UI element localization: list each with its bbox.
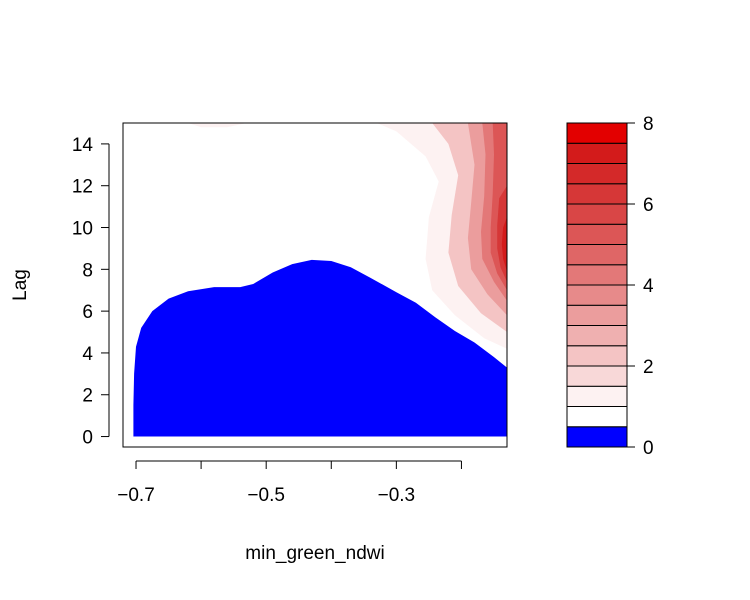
colorbar-swatch [566, 244, 628, 266]
x-axis-label: min_green_ndwi [245, 543, 384, 564]
x-tick-label: −0.7 [117, 485, 155, 506]
colorbar-swatch [566, 203, 628, 225]
colorbar-swatch [566, 426, 628, 448]
contour-fills [133, 123, 507, 437]
y-axis-label: Lag [10, 269, 31, 301]
colorbar-swatch [566, 385, 628, 407]
plot-frame [122, 122, 508, 448]
x-tick-label: −0.3 [378, 485, 416, 506]
colorbar: 0 2 4 6 8 [566, 114, 654, 459]
colorbar-tick-label: 8 [643, 114, 654, 135]
plot-area [122, 122, 508, 448]
y-tick-label: 10 [72, 219, 93, 240]
colorbar-swatch [566, 142, 628, 164]
colorbar-swatch [566, 264, 628, 286]
y-tick-label: 14 [72, 135, 94, 156]
colorbar-tick-label: 2 [643, 357, 654, 378]
contour-band-low [133, 259, 507, 437]
y-tick-label: 6 [82, 302, 93, 323]
contour-band-7 [501, 217, 507, 272]
y-tick-label: 0 [82, 428, 93, 449]
x-tick-label: −0.5 [247, 485, 285, 506]
colorbar-tick-label: 4 [643, 276, 654, 297]
colorbar-swatch [566, 122, 628, 144]
colorbar-swatch [566, 223, 628, 245]
colorbar-swatch [566, 304, 628, 326]
contour-band-top-edge [188, 123, 247, 128]
y-tick-label: 12 [72, 177, 93, 198]
colorbar-swatch [566, 345, 628, 367]
colorbar-swatch [566, 163, 628, 185]
y-tick-label: 2 [82, 386, 93, 407]
y-tick-label: 4 [82, 344, 93, 365]
colorbar-tick-label: 0 [643, 438, 654, 459]
y-axis: 0 2 4 6 8 10 12 14 [72, 135, 110, 449]
colorbar-tick-label: 6 [643, 195, 654, 216]
colorbar-swatch [566, 325, 628, 347]
colorbar-swatch [566, 284, 628, 306]
colorbar-swatch [566, 406, 628, 428]
y-tick-label: 8 [82, 260, 93, 281]
x-axis: −0.7 −0.5 −0.3 [117, 460, 462, 506]
colorbar-swatch [566, 365, 628, 387]
colorbar-swatch [566, 183, 628, 205]
